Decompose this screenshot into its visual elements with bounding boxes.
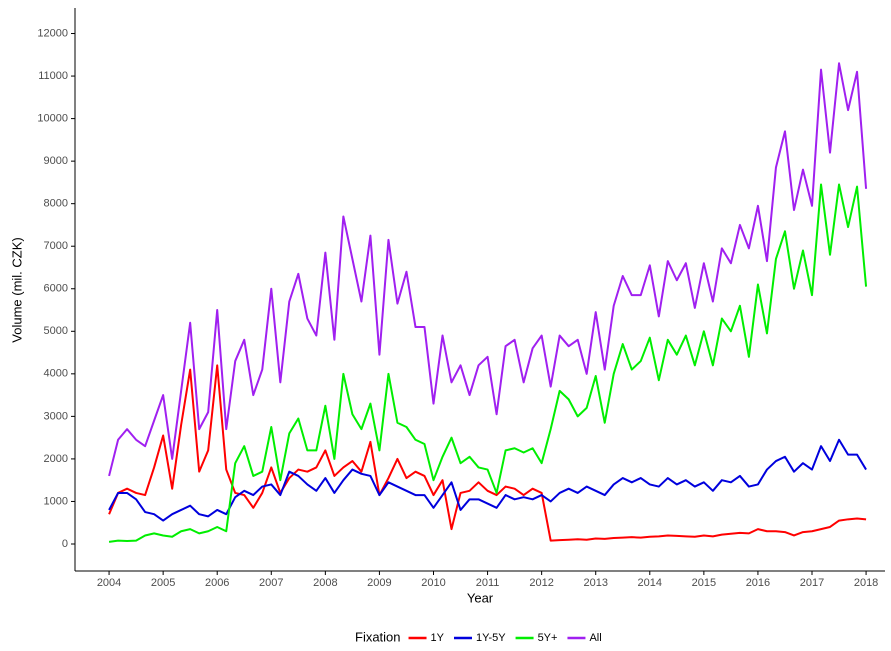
series-line	[108, 62, 868, 477]
y-tick-label: 2000	[44, 453, 68, 465]
x-tick-label: 2015	[692, 577, 716, 589]
x-tick-label: 2017	[800, 577, 824, 589]
legend-label: 1Y	[431, 632, 445, 644]
x-tick-label: 2010	[421, 577, 445, 589]
legend-label: All	[589, 632, 601, 644]
y-tick-label: 8000	[44, 198, 68, 210]
y-tick-label: 12000	[37, 27, 68, 39]
x-tick-label: 2008	[313, 577, 337, 589]
y-axis-title: Volume (mil. CZK)	[9, 237, 24, 342]
x-tick-label: 2018	[854, 577, 878, 589]
x-tick-label: 2007	[259, 577, 283, 589]
x-tick-label: 2005	[151, 577, 175, 589]
x-tick-label: 2004	[97, 577, 121, 589]
x-axis-title: Year	[467, 590, 494, 605]
x-tick-label: 2012	[529, 577, 553, 589]
x-tick-label: 2013	[583, 577, 607, 589]
x-tick-label: 2016	[746, 577, 770, 589]
y-tick-label: 1000	[44, 495, 68, 507]
y-tick-label: 0	[62, 538, 68, 550]
x-tick-label: 2011	[476, 577, 500, 589]
y-tick-label: 7000	[44, 240, 68, 252]
series-line	[108, 364, 867, 542]
y-tick-label: 4000	[44, 368, 68, 380]
y-tick-label: 11000	[38, 70, 68, 82]
x-tick-label: 2014	[638, 577, 662, 589]
y-tick-label: 10000	[37, 113, 68, 125]
y-tick-label: 5000	[44, 325, 68, 337]
y-tick-label: 9000	[44, 155, 68, 167]
legend-label: 1Y-5Y	[476, 632, 506, 644]
series-line	[108, 438, 867, 522]
legend-label: 5Y+	[538, 632, 558, 644]
series-line	[108, 183, 868, 543]
legend-title: Fixation	[355, 629, 401, 644]
x-tick-label: 2006	[205, 577, 229, 589]
x-tick-label: 2009	[367, 577, 391, 589]
y-tick-label: 3000	[44, 410, 68, 422]
y-tick-label: 6000	[44, 283, 68, 295]
